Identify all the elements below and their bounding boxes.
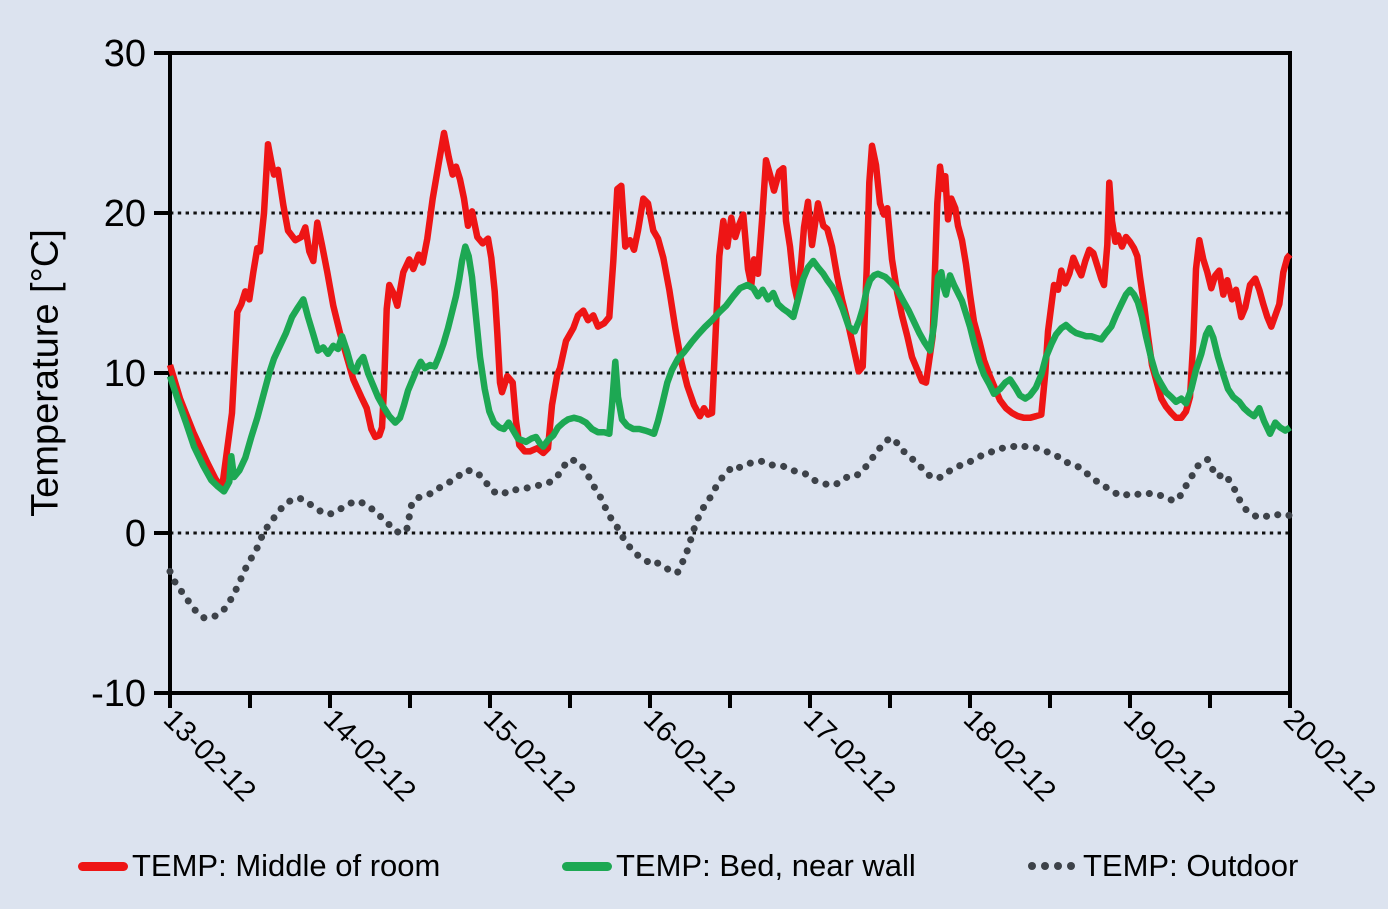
y-tick-label: 0 bbox=[125, 513, 146, 555]
series-line-2 bbox=[166, 435, 1294, 622]
y-tick-label: 30 bbox=[104, 33, 146, 75]
x-tick-label: 19-02-12 bbox=[1117, 703, 1222, 808]
y-tick-label: 20 bbox=[104, 193, 146, 235]
x-tick-label: 13-02-12 bbox=[157, 703, 262, 808]
red-line-swatch-icon bbox=[78, 861, 128, 871]
dotted-line-swatch-icon bbox=[1028, 862, 1075, 870]
legend-item-outdoor: TEMP: Outdoor bbox=[1028, 840, 1298, 892]
legend-item-bed-near-wall: TEMP: Bed, near wall bbox=[562, 840, 916, 892]
x-tick-label: 17-02-12 bbox=[797, 703, 902, 808]
y-tick-label: -10 bbox=[91, 673, 146, 715]
x-tick-label: 15-02-12 bbox=[477, 703, 582, 808]
legend-label-bed-near-wall: TEMP: Bed, near wall bbox=[616, 848, 916, 883]
series-line-1 bbox=[166, 243, 1292, 495]
legend-label-middle-of-room: TEMP: Middle of room bbox=[132, 848, 441, 883]
y-tick-label: 10 bbox=[104, 353, 146, 395]
x-tick-label: 18-02-12 bbox=[957, 703, 1062, 808]
series-line-0 bbox=[166, 129, 1293, 492]
x-tick-label: 20-02-12 bbox=[1277, 703, 1382, 808]
legend: TEMP: Middle of room TEMP: Bed, near wal… bbox=[0, 840, 1388, 892]
legend-item-middle-of-room: TEMP: Middle of room bbox=[78, 840, 440, 892]
green-line-swatch-icon bbox=[562, 861, 612, 871]
x-tick-label: 14-02-12 bbox=[317, 703, 422, 808]
legend-label-outdoor: TEMP: Outdoor bbox=[1083, 848, 1299, 883]
y-axis-title: Temperature [°C] bbox=[24, 229, 67, 517]
x-tick-label: 16-02-12 bbox=[637, 703, 742, 808]
